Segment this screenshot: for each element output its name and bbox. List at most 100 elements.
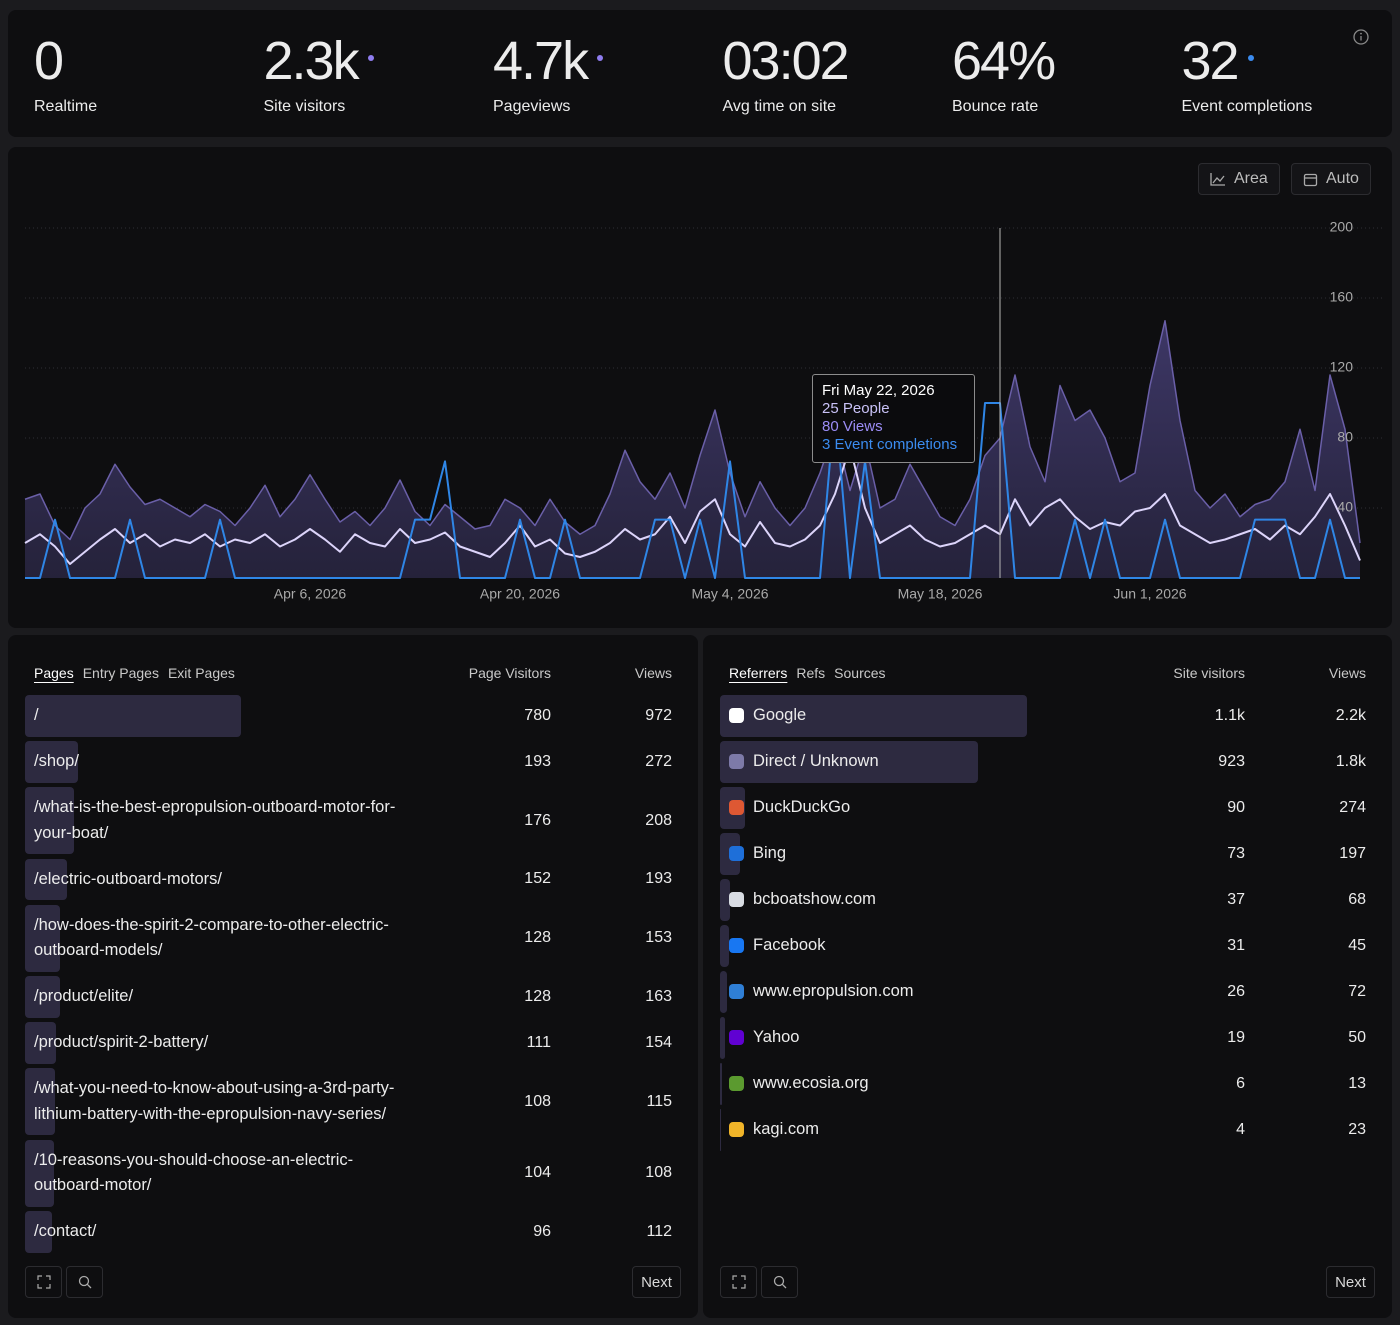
referrer-icon <box>729 1030 744 1046</box>
stat-value-row: 2.3k <box>264 34 374 88</box>
stat-value-row: 64% <box>952 31 1056 91</box>
views: 45 <box>1348 936 1366 954</box>
row-name: Direct / Unknown <box>753 752 879 770</box>
row[interactable]: /what-is-the-best-epropulsion-outboard-m… <box>25 787 680 854</box>
expand-button[interactable] <box>25 1266 62 1298</box>
bar <box>25 695 241 737</box>
rows: / 780 972/shop/193 272/what-is-the-best-epr… <box>25 695 680 1257</box>
views: 115 <box>646 1092 672 1110</box>
auto-button[interactable]: Auto <box>1291 163 1371 195</box>
row[interactable]: / 780 972 <box>25 695 680 737</box>
tab[interactable]: Exit Pages <box>167 665 235 681</box>
row[interactable]: DuckDuckGo 90 274 <box>720 787 1366 829</box>
line <box>24 445 1361 565</box>
visitors: 780 <box>524 706 551 724</box>
stat-value: 4.7k <box>493 31 589 91</box>
expand-button[interactable] <box>720 1266 757 1298</box>
row[interactable]: Direct / Unknown 923 1.8k <box>720 741 1366 783</box>
x-tick-label: Apr 6, 2026 <box>274 586 347 602</box>
row[interactable]: /what-you-need-to-know-about-using-a-3rd… <box>25 1068 680 1135</box>
row[interactable]: /how-does-the-spirit-2-compare-to-other-… <box>25 904 680 972</box>
visitors: 923 <box>1218 752 1245 770</box>
bar <box>720 879 731 921</box>
row[interactable]: Yahoo 19 50 <box>720 1017 1366 1059</box>
tab[interactable]: Referrers <box>729 665 788 681</box>
views: 274 <box>1339 798 1366 816</box>
views: 68 <box>1348 890 1366 908</box>
stat-value: 64% <box>952 31 1056 91</box>
row-name: Bing <box>753 844 787 862</box>
row[interactable]: www.ecosia.org 6 13 <box>720 1063 1366 1105</box>
row[interactable]: /10-reasons-you-should-choose-an-electri… <box>25 1139 680 1207</box>
area <box>25 320 1360 578</box>
bar <box>720 1109 722 1151</box>
row[interactable]: www.epropulsion.com 26 72 <box>720 971 1366 1013</box>
bar <box>720 741 978 783</box>
stat: 4.7k Pageviews <box>493 31 604 116</box>
referrer-icon <box>729 846 744 862</box>
visitors: 90 <box>1227 798 1245 816</box>
stat-label: Site visitors <box>263 98 346 115</box>
stat-value-row: 4.7k <box>493 31 604 91</box>
bar <box>720 971 728 1013</box>
bar <box>25 976 61 1018</box>
row-name: Yahoo <box>753 1028 800 1046</box>
row[interactable]: Google 1.1k 2.2k <box>720 695 1366 737</box>
tab[interactable]: Refs <box>796 665 826 681</box>
stat-value: 0 <box>34 31 64 91</box>
row-name: www.epropulsion.com <box>753 982 914 1000</box>
visitors: 73 <box>1227 844 1245 862</box>
views: 112 <box>646 1222 672 1240</box>
button-label: Area <box>1234 170 1268 187</box>
views: 1.8k <box>1335 752 1366 770</box>
tooltip-views: 80 Views <box>822 418 883 435</box>
next-button[interactable]: Next <box>1326 1266 1375 1298</box>
x-tick-label: May 18, 2026 <box>898 586 983 602</box>
row-name: bcboatshow.com <box>753 890 876 908</box>
info-icon[interactable] <box>1352 28 1370 46</box>
visitors: 1.1k <box>1214 706 1245 724</box>
row[interactable]: kagi.com 4 23 <box>720 1109 1366 1151</box>
pages-panel: Next Pages Entry Pages Exit Pages Page Visi… <box>8 635 698 1318</box>
referrers-panel: Next Referrers Refs Sources Site visitors Vi… <box>703 635 1392 1318</box>
visitors: 152 <box>524 870 551 888</box>
row-name: /product/elite/ <box>34 987 134 1005</box>
visitors: 19 <box>1227 1028 1245 1046</box>
row[interactable]: /contact/96 112 <box>25 1211 680 1253</box>
y-tick-label: 200 <box>1330 219 1354 235</box>
bar <box>720 695 1027 737</box>
area-button[interactable]: Area <box>1198 163 1280 195</box>
row-name: Google <box>753 706 807 724</box>
row[interactable]: /electric-outboard-motors/152 193 <box>25 858 680 900</box>
stats-panel: 0 Realtime 2.3k Site visitors 4.7k Pageviews 0… <box>8 10 1392 137</box>
next-button[interactable]: Next <box>632 1266 681 1298</box>
search-button[interactable] <box>761 1266 798 1298</box>
stat-label: Avg time on site <box>722 98 837 115</box>
row[interactable]: Facebook 31 45 <box>720 925 1366 967</box>
referrer-icon <box>729 1122 744 1138</box>
tab[interactable]: Entry Pages <box>82 665 159 681</box>
row-name: DuckDuckGo <box>753 798 851 816</box>
row[interactable]: bcboatshow.com 37 68 <box>720 879 1366 921</box>
row[interactable]: /shop/193 272 <box>25 741 680 783</box>
views: 208 <box>645 811 672 829</box>
y-tick-label: 40 <box>1337 499 1353 515</box>
tab[interactable]: Pages <box>34 665 74 681</box>
views: 272 <box>645 752 672 770</box>
row[interactable]: /product/elite/128 163 <box>25 976 680 1018</box>
search-button[interactable] <box>66 1266 103 1298</box>
button-label: Auto <box>1326 170 1359 187</box>
row[interactable]: /product/spirit-2-battery/111 154 <box>25 1022 680 1064</box>
referrer-icon <box>729 708 744 724</box>
stat-label: Bounce rate <box>952 98 1039 115</box>
stat: 2.3k Site visitors <box>264 34 374 116</box>
row-name: /electric-outboard-motors/ <box>34 869 222 888</box>
views: 163 <box>645 987 672 1005</box>
row-name: /what-you-need-to-know-about-using-a-3rd… <box>34 1079 395 1123</box>
row[interactable]: Bing 73 197 <box>720 833 1366 875</box>
y-tick-label: 80 <box>1337 429 1353 445</box>
tab[interactable]: Sources <box>834 665 886 681</box>
stat-value: 32 <box>1181 31 1240 91</box>
row-name: Facebook <box>753 936 826 954</box>
